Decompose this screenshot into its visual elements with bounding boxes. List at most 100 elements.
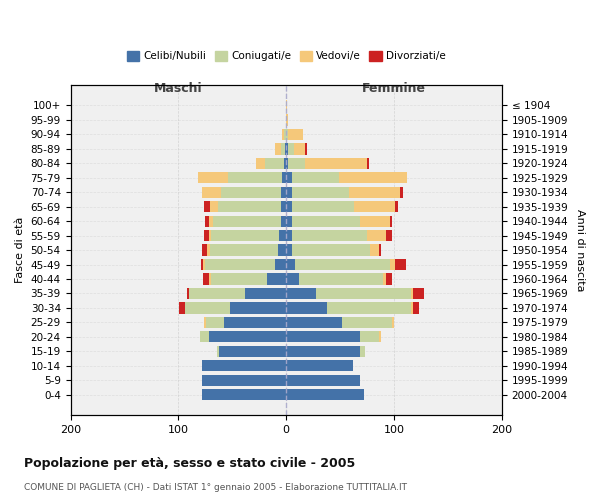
Bar bbox=[209, 230, 211, 241]
Bar bbox=[383, 274, 386, 284]
Bar bbox=[209, 331, 286, 342]
Bar bbox=[286, 114, 289, 126]
Bar bbox=[286, 158, 289, 169]
Bar bbox=[267, 274, 286, 284]
Bar bbox=[211, 230, 278, 241]
Bar bbox=[202, 244, 208, 256]
Bar bbox=[342, 316, 392, 328]
Bar bbox=[305, 158, 367, 169]
Bar bbox=[289, 158, 305, 169]
Bar bbox=[286, 331, 359, 342]
Bar bbox=[282, 172, 286, 184]
Bar bbox=[286, 360, 353, 372]
Bar bbox=[367, 158, 369, 169]
Bar bbox=[289, 129, 304, 140]
Bar bbox=[224, 316, 286, 328]
Bar bbox=[286, 316, 342, 328]
Bar bbox=[230, 302, 286, 314]
Bar bbox=[245, 288, 286, 299]
Bar bbox=[292, 172, 339, 184]
Bar bbox=[286, 186, 292, 198]
Bar bbox=[286, 230, 292, 241]
Bar bbox=[295, 259, 390, 270]
Text: Maschi: Maschi bbox=[154, 82, 203, 96]
Text: Femmine: Femmine bbox=[362, 82, 426, 96]
Bar bbox=[187, 288, 189, 299]
Bar bbox=[390, 259, 395, 270]
Bar bbox=[205, 259, 275, 270]
Bar bbox=[206, 316, 224, 328]
Bar bbox=[211, 274, 267, 284]
Bar bbox=[278, 230, 286, 241]
Bar bbox=[209, 201, 218, 212]
Bar bbox=[413, 288, 424, 299]
Bar bbox=[305, 143, 307, 154]
Bar bbox=[386, 274, 392, 284]
Bar bbox=[286, 216, 292, 227]
Bar bbox=[292, 244, 370, 256]
Bar bbox=[208, 244, 209, 256]
Bar bbox=[218, 201, 281, 212]
Bar bbox=[200, 331, 209, 342]
Bar bbox=[204, 201, 209, 212]
Bar bbox=[359, 331, 379, 342]
Bar bbox=[204, 316, 206, 328]
Bar bbox=[209, 244, 278, 256]
Bar bbox=[359, 216, 390, 227]
Bar bbox=[286, 346, 359, 357]
Bar bbox=[411, 302, 413, 314]
Bar bbox=[203, 259, 205, 270]
Bar bbox=[202, 389, 286, 400]
Bar bbox=[275, 143, 281, 154]
Bar bbox=[209, 216, 213, 227]
Bar bbox=[286, 389, 364, 400]
Bar bbox=[281, 216, 286, 227]
Bar bbox=[299, 274, 383, 284]
Bar bbox=[286, 288, 316, 299]
Bar bbox=[185, 302, 230, 314]
Bar bbox=[400, 186, 403, 198]
Bar bbox=[275, 259, 286, 270]
Bar bbox=[327, 302, 411, 314]
Bar bbox=[354, 201, 395, 212]
Bar bbox=[286, 244, 292, 256]
Bar bbox=[220, 346, 286, 357]
Bar bbox=[256, 158, 265, 169]
Bar bbox=[286, 259, 295, 270]
Y-axis label: Fasce di età: Fasce di età bbox=[15, 217, 25, 283]
Bar bbox=[286, 100, 287, 111]
Bar bbox=[205, 216, 209, 227]
Bar bbox=[370, 244, 379, 256]
Bar bbox=[413, 302, 419, 314]
Bar bbox=[286, 374, 359, 386]
Bar bbox=[294, 143, 305, 154]
Bar bbox=[395, 259, 406, 270]
Bar bbox=[281, 201, 286, 212]
Bar bbox=[201, 259, 203, 270]
Bar bbox=[390, 216, 392, 227]
Bar bbox=[292, 216, 359, 227]
Bar bbox=[286, 274, 299, 284]
Bar bbox=[217, 346, 220, 357]
Bar bbox=[379, 244, 381, 256]
Text: COMUNE DI PAGLIETA (CH) - Dati ISTAT 1° gennaio 2005 - Elaborazione TUTTITALIA.I: COMUNE DI PAGLIETA (CH) - Dati ISTAT 1° … bbox=[24, 483, 407, 492]
Bar bbox=[228, 172, 282, 184]
Bar bbox=[289, 143, 294, 154]
Bar bbox=[349, 186, 400, 198]
Bar bbox=[316, 288, 411, 299]
Bar bbox=[202, 360, 286, 372]
Bar bbox=[339, 172, 407, 184]
Bar bbox=[286, 143, 289, 154]
Bar bbox=[286, 201, 292, 212]
Bar bbox=[284, 158, 286, 169]
Bar bbox=[367, 230, 386, 241]
Bar bbox=[379, 331, 381, 342]
Bar bbox=[285, 143, 286, 154]
Bar bbox=[286, 129, 289, 140]
Bar bbox=[292, 186, 349, 198]
Bar bbox=[392, 316, 394, 328]
Bar bbox=[202, 186, 221, 198]
Bar bbox=[395, 201, 398, 212]
Legend: Celibi/Nubili, Coniugati/e, Vedovi/e, Divorziati/e: Celibi/Nubili, Coniugati/e, Vedovi/e, Di… bbox=[122, 47, 450, 66]
Bar bbox=[292, 201, 354, 212]
